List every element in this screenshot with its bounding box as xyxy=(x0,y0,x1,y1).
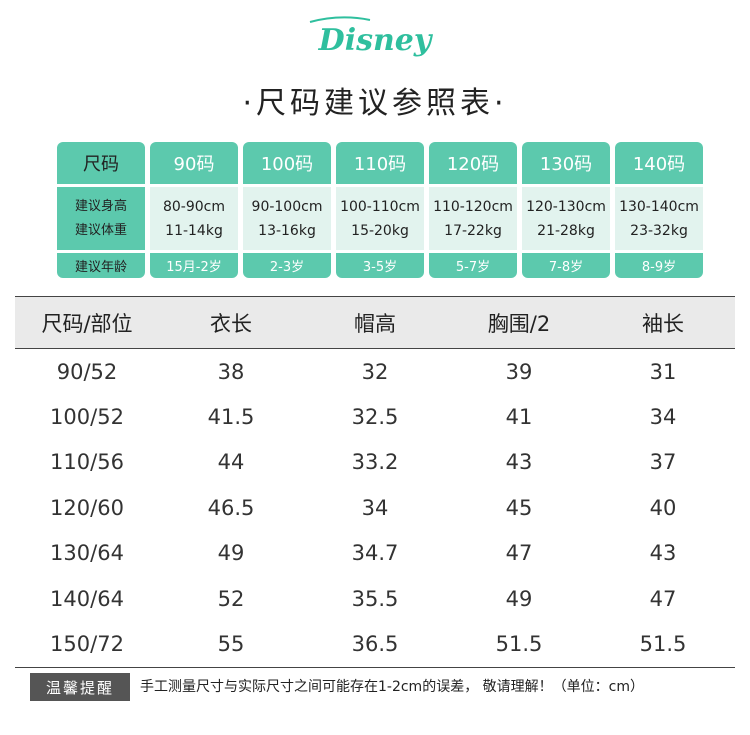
size-age: 3-5岁 xyxy=(336,253,424,278)
guide-column: 120码 110-120cm 17-22kg 5-7岁 xyxy=(429,142,517,278)
table-cell: 36.5 xyxy=(303,621,447,668)
size-body: 100-110cm 15-20kg xyxy=(336,187,424,250)
table-cell: 52 xyxy=(217,586,245,611)
guide-column: 110码 100-110cm 15-20kg 3-5岁 xyxy=(336,142,424,278)
table-cell: 120/60 xyxy=(50,495,124,520)
table-cell: 41 xyxy=(505,404,533,429)
table-row: 150/72 55 36.5 51.5 51.5 xyxy=(15,621,735,668)
table-cell: 49 xyxy=(505,586,533,611)
table-cell: 33.2 xyxy=(351,450,399,475)
size-weight: 17-22kg xyxy=(444,222,502,239)
table-row: 90/52 38 32 39 31 xyxy=(15,349,735,395)
table-header-row: 尺码/部位 衣长 帽高 胸围/2 袖长 xyxy=(15,296,735,349)
table-cell: 55 xyxy=(159,621,303,668)
size-age: 8-9岁 xyxy=(615,253,703,278)
table-cell: 39 xyxy=(505,359,533,384)
header-cell: 尺码/部位 xyxy=(15,296,159,349)
table-cell: 37 xyxy=(649,450,677,475)
size-header: 120码 xyxy=(429,142,517,184)
guide-column: 130码 120-130cm 21-28kg 7-8岁 xyxy=(522,142,610,278)
table-cell: 90/52 xyxy=(56,359,118,384)
size-weight: 15-20kg xyxy=(351,222,409,239)
size-body: 110-120cm 17-22kg xyxy=(429,187,517,250)
measurement-table: 尺码/部位 衣长 帽高 胸围/2 袖长 90/52 38 32 39 31 10… xyxy=(15,296,735,668)
table-cell: 110/56 xyxy=(50,450,124,475)
header-cell: 胸围/2 xyxy=(447,296,591,349)
table-cell: 38 xyxy=(217,359,245,384)
label-body: 建议身高 建议体重 xyxy=(57,187,145,250)
header-cell: 帽高 xyxy=(303,296,447,349)
table-row: 110/56 44 33.2 43 37 xyxy=(15,440,735,486)
size-header: 100码 xyxy=(243,142,331,184)
size-body: 130-140cm 23-32kg xyxy=(615,187,703,250)
label-header: 尺码 xyxy=(57,142,145,184)
table-row: 130/64 49 34.7 47 43 xyxy=(15,531,735,577)
guide-column: 100码 90-100cm 13-16kg 2-3岁 xyxy=(243,142,331,278)
size-weight: 23-32kg xyxy=(630,222,688,239)
size-weight: 21-28kg xyxy=(537,222,595,239)
size-height: 100-110cm xyxy=(340,198,420,215)
table-cell: 130/64 xyxy=(50,541,124,566)
table-cell: 47 xyxy=(649,586,677,611)
size-height: 80-90cm xyxy=(162,198,225,215)
table-cell: 34.7 xyxy=(351,541,399,566)
table-cell: 34 xyxy=(649,404,677,429)
size-age: 2-3岁 xyxy=(243,253,331,278)
size-header: 130码 xyxy=(522,142,610,184)
footer-note: 温馨提醒 手工测量尺寸与实际尺寸之间可能存在1-2cm的误差， 敬请理解！（单位… xyxy=(30,673,735,701)
size-height: 130-140cm xyxy=(619,198,699,215)
table-cell: 51.5 xyxy=(591,621,735,668)
table-cell: 31 xyxy=(649,359,677,384)
size-body: 90-100cm 13-16kg xyxy=(243,187,331,250)
label-age: 建议年龄 xyxy=(57,253,145,278)
table-cell: 46.5 xyxy=(207,495,255,520)
size-height: 120-130cm xyxy=(526,198,606,215)
label-height: 建议身高 xyxy=(74,198,127,214)
table-row: 140/64 52 35.5 49 47 xyxy=(15,576,735,622)
guide-column: 140码 130-140cm 23-32kg 8-9岁 xyxy=(615,142,703,278)
size-header: 110码 xyxy=(336,142,424,184)
header-cell: 袖长 xyxy=(591,296,735,349)
size-height: 90-100cm xyxy=(251,198,323,215)
table-cell: 43 xyxy=(505,450,533,475)
table-row: 120/60 46.5 34 45 40 xyxy=(15,485,735,531)
header-cell: 衣长 xyxy=(159,296,303,349)
guide-column: 90码 80-90cm 11-14kg 15月-2岁 xyxy=(150,142,238,278)
table-cell: 35.5 xyxy=(351,586,399,611)
guide-label-column: 尺码 建议身高 建议体重 建议年龄 xyxy=(57,142,145,278)
size-age: 7-8岁 xyxy=(522,253,610,278)
size-height: 110-120cm xyxy=(433,198,513,215)
size-body: 80-90cm 11-14kg xyxy=(150,187,238,250)
table-cell: 49 xyxy=(217,541,245,566)
table-cell: 32.5 xyxy=(351,404,399,429)
size-age: 15月-2岁 xyxy=(150,253,238,278)
size-body: 120-130cm 21-28kg xyxy=(522,187,610,250)
table-cell: 44 xyxy=(217,450,245,475)
table-cell: 51.5 xyxy=(447,621,591,668)
table-cell: 43 xyxy=(649,541,677,566)
table-cell: 45 xyxy=(505,495,533,520)
table-cell: 100/52 xyxy=(50,404,124,429)
table-cell: 41.5 xyxy=(207,404,255,429)
size-weight: 11-14kg xyxy=(165,222,223,239)
disney-logo: Disney xyxy=(300,12,450,62)
table-cell: 34 xyxy=(361,495,389,520)
size-weight: 13-16kg xyxy=(258,222,316,239)
table-cell: 47 xyxy=(505,541,533,566)
disney-logo-mark: Disney xyxy=(309,16,434,58)
table-cell: 32 xyxy=(361,359,389,384)
size-header: 140码 xyxy=(615,142,703,184)
reminder-badge: 温馨提醒 xyxy=(30,673,130,701)
table-cell: 140/64 xyxy=(50,586,124,611)
table-cell: 40 xyxy=(649,495,677,520)
label-weight: 建议体重 xyxy=(74,222,127,238)
table-row: 100/52 41.5 32.5 41 34 xyxy=(15,394,735,440)
table-cell: 150/72 xyxy=(15,621,159,668)
logo-text: Disney xyxy=(318,23,434,58)
reminder-text: 手工测量尺寸与实际尺寸之间可能存在1-2cm的误差， 敬请理解！（单位：cm） xyxy=(140,679,644,695)
page-title: ·尺码建议参照表· xyxy=(242,86,508,121)
size-age: 5-7岁 xyxy=(429,253,517,278)
size-header: 90码 xyxy=(150,142,238,184)
